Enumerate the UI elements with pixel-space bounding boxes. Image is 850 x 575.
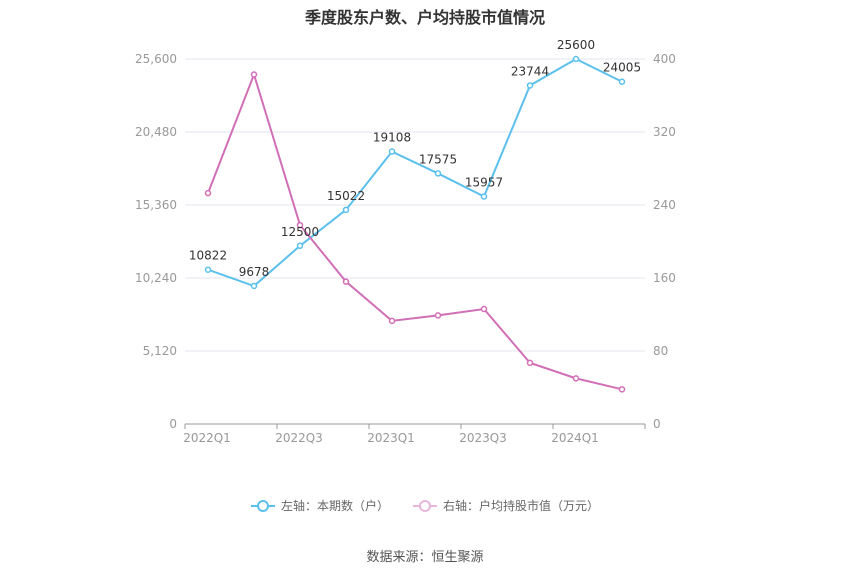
data-label: 15957 [465, 175, 503, 189]
data-point [250, 282, 258, 290]
legend-label-right: 右轴：户均持股市值（万元） [443, 499, 600, 513]
data-label: 23744 [511, 64, 549, 78]
legend-marker-left [250, 499, 275, 512]
series-line-left [207, 57, 623, 288]
y-right-tick-label: 80 [653, 344, 668, 358]
legend-item-right[interactable]: 右轴：户均持股市值（万元） [413, 497, 599, 514]
series-line-right [207, 71, 623, 391]
data-point [526, 82, 534, 89]
legend-marker-right [413, 499, 437, 512]
data-point [342, 278, 350, 285]
data-source: 数据来源：恒生聚源 [366, 550, 484, 565]
x-tick-label: 2022Q1 [183, 431, 231, 445]
data-label: 25600 [557, 38, 595, 52]
y-left-tick-label: 25,600 [135, 52, 177, 66]
chart-title: 季度股东户数、户均持股市值情况 [304, 8, 545, 27]
data-point [526, 359, 534, 367]
data-label: 17575 [419, 152, 457, 166]
y-left-tick-label: 15,360 [135, 198, 177, 212]
data-label: 19108 [373, 131, 411, 145]
data-point [250, 71, 258, 78]
data-label: 15022 [327, 189, 365, 203]
data-point [204, 266, 212, 273]
data-point [434, 312, 442, 319]
data-point [388, 317, 396, 325]
data-point [296, 221, 304, 229]
data-label: 10822 [189, 249, 227, 263]
data-point [480, 193, 488, 200]
y-left-tick-label: 20,480 [135, 125, 177, 139]
x-tick-label: 2023Q1 [367, 431, 415, 445]
data-point [572, 375, 580, 382]
data-point [618, 78, 626, 85]
y-right-tick-label: 0 [653, 417, 661, 431]
data-point [618, 386, 626, 393]
data-point [572, 55, 580, 63]
y-right-tick-label: 400 [653, 52, 676, 66]
legend-label-left: 左轴：本期数（户） [280, 499, 389, 513]
data-point [342, 206, 350, 214]
y-left-tick-label: 10,240 [135, 271, 177, 285]
data-label: 24005 [603, 61, 641, 75]
legend: 左轴：本期数（户） 右轴：户均持股市值（万元） [0, 497, 850, 514]
x-tick-label: 2022Q3 [275, 431, 323, 445]
y-left-tick-label: 5,120 [143, 344, 177, 358]
data-label: 12500 [281, 225, 319, 239]
y-right-tick-label: 240 [653, 198, 676, 212]
y-right-tick-label: 160 [653, 271, 676, 285]
data-point [296, 242, 304, 250]
data-point [434, 170, 442, 177]
data-point [480, 305, 488, 313]
data-point [204, 189, 212, 197]
x-tick-label: 2023Q3 [459, 431, 507, 445]
data-point [388, 148, 396, 155]
y-right-tick-label: 320 [653, 125, 676, 139]
y-left-tick-label: 0 [169, 417, 177, 431]
x-tick-label: 2024Q1 [551, 431, 599, 445]
legend-item-left[interactable]: 左轴：本期数（户） [250, 497, 389, 514]
data-label: 9678 [239, 265, 270, 279]
